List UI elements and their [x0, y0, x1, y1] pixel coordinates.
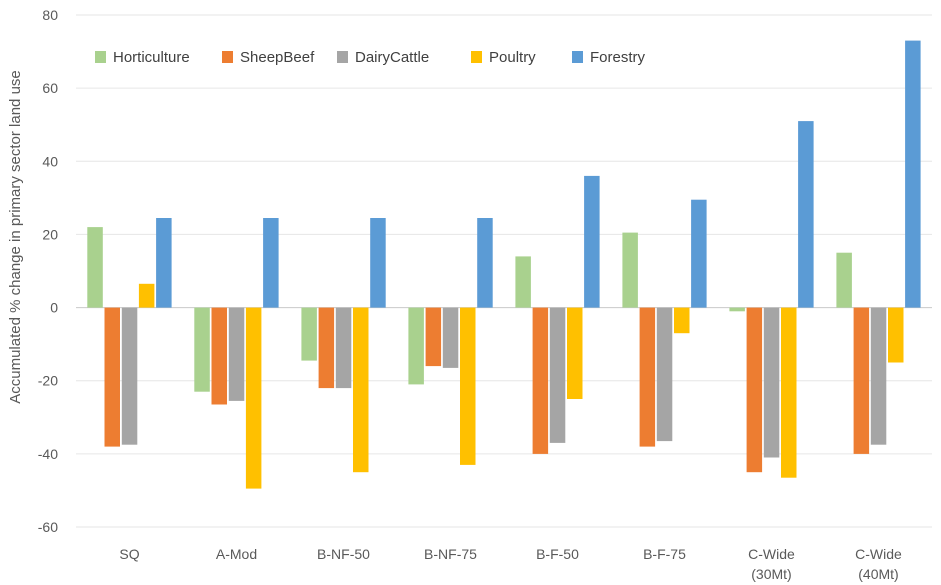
bar-dairycattle-4 [549, 307, 566, 443]
bar-forestry-2 [370, 218, 386, 308]
y-tick-label: 0 [50, 300, 58, 316]
bar-poultry-7 [888, 307, 904, 363]
y-tick-label: 40 [42, 153, 58, 169]
x-tick-label-line: A-Mod [216, 546, 257, 562]
legend-label-horticulture: Horticulture [113, 49, 190, 66]
bar-poultry-4 [567, 307, 583, 399]
legend-swatch-horticulture [95, 51, 106, 63]
bar-sheepbeef-3 [425, 307, 442, 367]
bar-sheepbeef-4 [532, 307, 549, 454]
bar-horticulture-5 [622, 232, 638, 308]
bar-horticulture-0 [87, 227, 103, 308]
x-tick-label-line: (40Mt) [858, 566, 898, 582]
bar-sheepbeef-2 [318, 307, 335, 389]
bar-poultry-2 [353, 307, 369, 473]
bar-dairycattle-7 [870, 307, 887, 445]
legend-swatch-dairycattle [337, 51, 348, 63]
legend-swatch-sheepbeef [222, 51, 233, 63]
bar-forestry-7 [905, 40, 921, 308]
bar-forestry-6 [798, 121, 814, 308]
bar-poultry-5 [674, 307, 690, 334]
bar-horticulture-2 [301, 307, 317, 361]
bar-sheepbeef-5 [639, 307, 656, 447]
legend: Horticulture SheepBeef DairyCattle Poultry F… [95, 49, 646, 66]
bar-poultry-3 [460, 307, 476, 465]
bar-dairycattle-6 [763, 307, 780, 458]
y-tick-label: -40 [38, 446, 58, 462]
bar-forestry-0 [156, 218, 172, 308]
bar-horticulture-1 [194, 307, 210, 392]
bar-dairycattle-5 [656, 307, 673, 442]
x-tick-label-line: B-NF-75 [424, 546, 477, 562]
legend-label-dairycattle: DairyCattle [355, 49, 429, 66]
bar-sheepbeef-1 [211, 307, 227, 405]
axes: 80 60 40 20 0 -20 -40 -60 SQ A-Mod B-NF-50 B-NF-75 B… [38, 7, 902, 582]
x-tick-label: B-F-75 [643, 546, 686, 562]
legend-swatch-forestry [572, 51, 583, 63]
bar-sheepbeef-0 [104, 307, 120, 447]
x-tick-label: C-Wide (40Mt) [855, 546, 902, 582]
y-tick-label: -60 [38, 519, 58, 535]
x-tick-label: B-NF-50 [317, 546, 370, 562]
y-tick-label: 80 [42, 7, 58, 23]
x-tick-label-line: B-NF-50 [317, 546, 370, 562]
bar-horticulture-6 [729, 307, 745, 312]
x-tick-label-line: B-F-75 [643, 546, 686, 562]
y-axis-title: Accumulated % change in primary sector l… [7, 70, 24, 404]
x-tick-label: SQ [119, 546, 139, 562]
bar-poultry-0 [138, 283, 155, 308]
bar-horticulture-3 [408, 307, 424, 385]
x-tick-label-line: (30Mt) [751, 566, 791, 582]
bar-forestry-1 [263, 218, 279, 308]
x-tick-label: C-Wide (30Mt) [748, 546, 795, 582]
x-tick-label: A-Mod [216, 546, 257, 562]
bar-forestry-4 [584, 175, 600, 308]
x-tick-label: B-F-50 [536, 546, 579, 562]
bar-forestry-3 [477, 218, 493, 308]
bar-dairycattle-0 [121, 307, 138, 445]
bar-sheepbeef-7 [853, 307, 870, 454]
legend-label-poultry: Poultry [489, 49, 536, 66]
x-tick-label-line: B-F-50 [536, 546, 579, 562]
legend-label-sheepbeef: SheepBeef [240, 49, 315, 66]
x-tick-label-line: C-Wide [748, 546, 795, 562]
bars [87, 40, 921, 489]
bar-horticulture-4 [515, 256, 531, 308]
bar-forestry-5 [691, 199, 707, 308]
legend-label-forestry: Forestry [590, 49, 646, 66]
bar-poultry-6 [781, 307, 797, 478]
bar-dairycattle-3 [442, 307, 459, 368]
bar-horticulture-7 [836, 252, 852, 308]
bar-sheepbeef-6 [746, 307, 763, 473]
legend-swatch-poultry [471, 51, 482, 63]
x-tick-label-line: SQ [119, 546, 139, 562]
bar-dairycattle-2 [335, 307, 352, 389]
x-tick-label-line: C-Wide [855, 546, 902, 562]
bar-dairycattle-1 [228, 307, 245, 401]
y-tick-label: 60 [42, 80, 58, 96]
x-tick-label: B-NF-75 [424, 546, 477, 562]
bar-poultry-1 [245, 307, 262, 489]
y-tick-label: -20 [38, 373, 58, 389]
y-tick-label: 20 [42, 226, 58, 242]
